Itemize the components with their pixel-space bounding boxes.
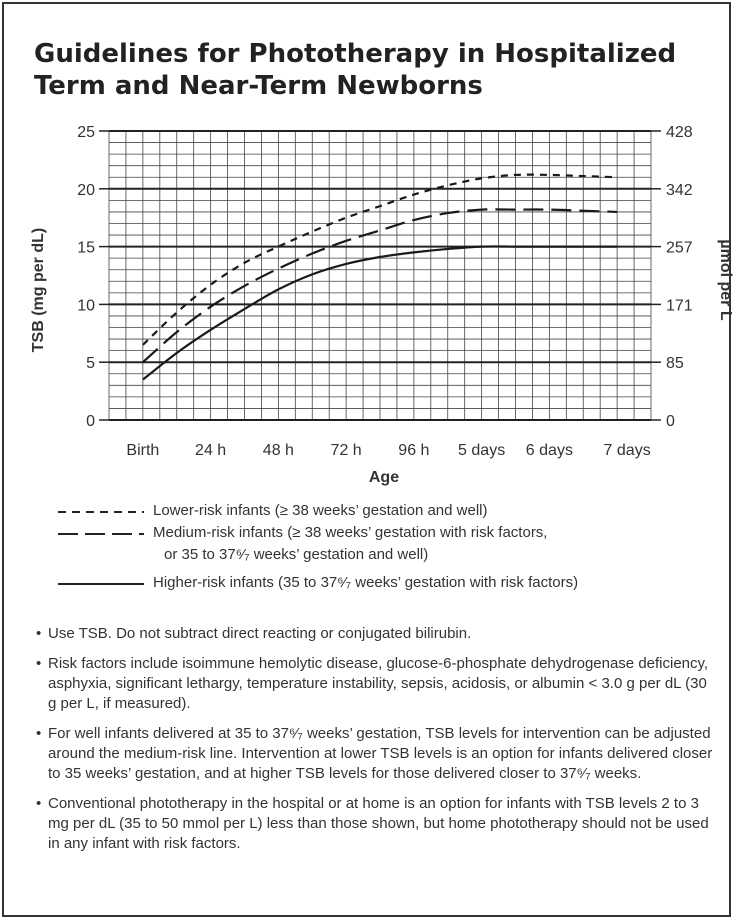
y-tick-label-right: 0	[666, 413, 675, 430]
chart-legend: Lower-risk infants (≥ 38 weeks’ gestatio…	[50, 500, 710, 594]
legend-item-medium-risk: Medium-risk infants (≥ 38 weeks’ gestati…	[50, 522, 710, 544]
x-tick-label: 48 h	[263, 442, 294, 459]
y-tick-label: 25	[77, 124, 95, 141]
legend-swatch-solid	[58, 583, 144, 585]
y-tick-label: 0	[86, 413, 95, 430]
x-tick-label: Birth	[126, 442, 159, 459]
note-item: Conventional phototherapy in the hospita…	[36, 794, 716, 854]
y-tick-label: 10	[77, 297, 95, 314]
note-item: Risk factors include isoimmune hemolytic…	[36, 654, 716, 714]
x-tick-label: 96 h	[398, 442, 429, 459]
figure-frame	[2, 2, 731, 917]
legend-item-lower-risk: Lower-risk infants (≥ 38 weeks’ gestatio…	[50, 500, 710, 522]
note-item: For well infants delivered at 35 to 37⁶⁄…	[36, 724, 716, 784]
chart-ticks: 0 0 5 85 10 171 15 257 20 342 25 428 Birth 24 h 48 h 72…	[77, 124, 693, 459]
y-tick-label-right: 257	[666, 240, 693, 257]
chart-grid	[108, 130, 652, 421]
legend-swatch-long-dash	[58, 533, 144, 535]
legend-label-medium-risk: Medium-risk infants (≥ 38 weeks’ gestati…	[153, 524, 548, 541]
y-axis-right-label: µmol per L	[717, 239, 734, 320]
y-axis-label: TSB (mg per dL)	[30, 228, 47, 352]
note-item: Use TSB. Do not subtract direct reacting…	[36, 624, 716, 644]
x-tick-label: 72 h	[331, 442, 362, 459]
chart-title: Guidelines for Phototherapy in Hospitali…	[34, 39, 677, 101]
legend-label-lower-risk: Lower-risk infants (≥ 38 weeks’ gestatio…	[153, 502, 488, 519]
series-line-long-dash	[142, 208, 618, 364]
x-tick-label: 6 days	[526, 442, 573, 459]
series-line-solid	[142, 245, 618, 381]
guideline-notes: Use TSB. Do not subtract direct reacting…	[36, 624, 716, 864]
y-tick-label: 15	[77, 240, 95, 257]
series-line-short-dash	[142, 173, 618, 346]
y-tick-label: 20	[77, 182, 95, 199]
y-tick-label-right: 171	[666, 297, 693, 314]
y-tick-label-right: 342	[666, 182, 693, 199]
legend-label-higher-risk: Higher-risk infants (35 to 37⁶⁄₇ weeks’ …	[153, 574, 579, 591]
x-tick-label: 5 days	[458, 442, 505, 459]
legend-item-higher-risk: Higher-risk infants (35 to 37⁶⁄₇ weeks’ …	[50, 572, 710, 594]
x-tick-label: 7 days	[604, 442, 651, 459]
x-tick-label: 24 h	[195, 442, 226, 459]
phototherapy-chart: 0 0 5 85 10 171 15 257 20 342 25 428 Birth 24 h 48 h 72…	[30, 124, 734, 486]
x-axis-label: Age	[369, 469, 399, 486]
y-tick-label: 5	[86, 355, 95, 372]
legend-label-medium-risk-line2: or 35 to 37⁶⁄₇ weeks’ gestation and well…	[164, 546, 429, 563]
y-tick-label-right: 85	[666, 355, 684, 372]
legend-swatch-short-dash	[58, 511, 144, 513]
chart-series	[142, 173, 618, 381]
legend-item-medium-risk-cont: or 35 to 37⁶⁄₇ weeks’ gestation and well…	[50, 544, 710, 566]
y-tick-label-right: 428	[666, 124, 693, 141]
